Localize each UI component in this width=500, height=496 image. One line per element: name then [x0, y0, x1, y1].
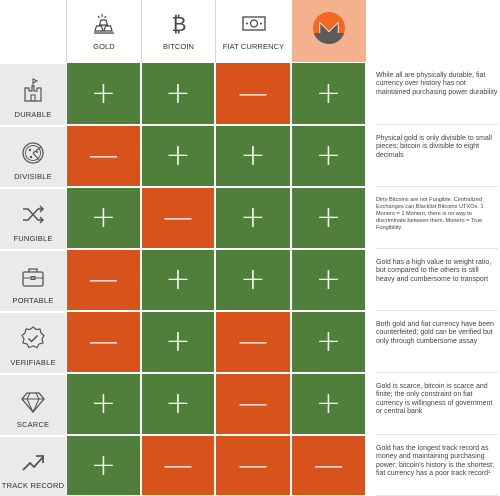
row-header-track-record: TRACK RECORD [0, 435, 66, 496]
row-header-scarce: SCARCE [0, 373, 66, 435]
rating-cell: — [66, 249, 141, 311]
rating-cell: — [215, 62, 291, 125]
plus-mark: + [315, 138, 342, 173]
column-header-label: GOLD [93, 42, 115, 51]
row-header-divisible: DIVISIBLE [0, 125, 66, 187]
rating-cell: + [141, 373, 215, 435]
plus-mark: + [315, 262, 342, 297]
row-header-label: FUNGIBLE [13, 234, 53, 243]
plus-mark: + [165, 262, 191, 297]
rating-cell: + [66, 187, 141, 249]
row-header-fungible: FUNGIBLE [0, 187, 66, 249]
rating-cell: — [141, 187, 215, 249]
plus-mark: + [90, 447, 117, 483]
row-note: Physical gold is only divisible to small… [376, 125, 498, 187]
row-header-label: PORTABLE [12, 296, 54, 305]
minus-mark: — [238, 447, 268, 483]
minus-mark: — [88, 262, 119, 297]
rating-cell: + [215, 125, 291, 187]
minus-mark: — [313, 447, 344, 483]
row-note: Dirty Bitcoins are not Fungible. Central… [376, 187, 498, 249]
rating-cell: + [66, 373, 141, 435]
rating-cell: + [215, 249, 291, 311]
plus-mark: + [240, 200, 266, 235]
rating-cell: + [291, 187, 366, 249]
rating-cell: — [66, 311, 141, 373]
gold-bars-icon [67, 9, 141, 37]
castle-icon [0, 74, 66, 104]
row-header-label: DIVISIBLE [14, 172, 52, 181]
column-header-bitcoin: ₿ BITCOIN [141, 0, 215, 62]
row-header-portable: PORTABLE [0, 249, 66, 311]
monero-logo-icon [292, 12, 366, 45]
plus-mark: + [315, 324, 342, 359]
rating-cell: + [291, 62, 366, 125]
plus-mark: + [90, 386, 117, 421]
trend-up-icon [0, 447, 66, 477]
verified-badge-icon [0, 323, 66, 353]
minus-mark: — [88, 138, 119, 173]
shuffle-icon [0, 199, 66, 229]
plus-mark: + [165, 75, 191, 111]
plus-mark: + [90, 200, 117, 235]
rating-cell: — [215, 373, 291, 435]
diamond-icon [0, 385, 66, 415]
row-header-label: TRACK RECORD [1, 481, 65, 490]
rating-cell: + [291, 373, 366, 435]
row-header-label: VERIFIABLE [10, 358, 56, 367]
plus-mark: + [240, 138, 266, 173]
banknote-icon [216, 9, 291, 37]
plus-mark: + [315, 75, 342, 111]
svg-text:₿: ₿ [171, 12, 186, 36]
row-note: Gold has the longest track record as mon… [376, 435, 498, 496]
plus-mark: + [165, 386, 191, 421]
row-header-verifiable: VERIFIABLE [0, 311, 66, 373]
bitcoin-icon: ₿ [142, 9, 215, 37]
row-note: Gold has a high value to weight ratio, b… [376, 249, 498, 311]
plus-mark: + [165, 324, 191, 359]
column-header-fiat-currency: FIAT CURRENCY [215, 0, 291, 62]
briefcase-icon [0, 261, 66, 291]
minus-mark: — [88, 324, 119, 359]
minus-mark: — [163, 447, 193, 483]
column-header-gold: GOLD [66, 0, 141, 62]
minus-mark: — [163, 200, 193, 235]
row-note: Both gold and fiat currency have been co… [376, 311, 498, 373]
rating-cell: + [141, 249, 215, 311]
rating-cell: — [141, 435, 215, 496]
rating-cell: + [141, 125, 215, 187]
row-header-label: DURABLE [14, 110, 52, 119]
row-header-durable: DURABLE [0, 62, 66, 125]
plus-mark: + [240, 262, 266, 297]
minus-mark: — [238, 324, 268, 359]
minus-mark: — [238, 386, 268, 421]
plus-mark: + [315, 386, 342, 421]
rating-cell: + [66, 435, 141, 496]
pizza-icon [0, 137, 66, 167]
rating-cell: — [66, 125, 141, 187]
rating-cell: + [291, 249, 366, 311]
rating-cell: + [141, 311, 215, 373]
rating-cell: + [215, 187, 291, 249]
column-header-label: BITCOIN [162, 42, 195, 51]
minus-mark: — [238, 75, 268, 111]
row-note: Gold is scarce, bitcoin is scarce and fi… [376, 373, 498, 435]
row-header-label: SCARCE [16, 420, 50, 429]
corner-blank [0, 0, 66, 62]
rating-cell: + [291, 125, 366, 187]
rating-cell: + [141, 62, 215, 125]
plus-mark: + [90, 75, 117, 111]
rating-cell: + [66, 62, 141, 125]
row-note: While all are physically durable, fiat c… [376, 62, 498, 125]
column-header-label: FIAT CURRENCY [222, 42, 285, 51]
rating-cell: — [291, 435, 366, 496]
rating-cell: + [291, 311, 366, 373]
column-header-monero [291, 0, 366, 62]
plus-mark: + [165, 138, 191, 173]
plus-mark: + [315, 200, 342, 235]
rating-cell: — [215, 435, 291, 496]
rating-cell: — [215, 311, 291, 373]
